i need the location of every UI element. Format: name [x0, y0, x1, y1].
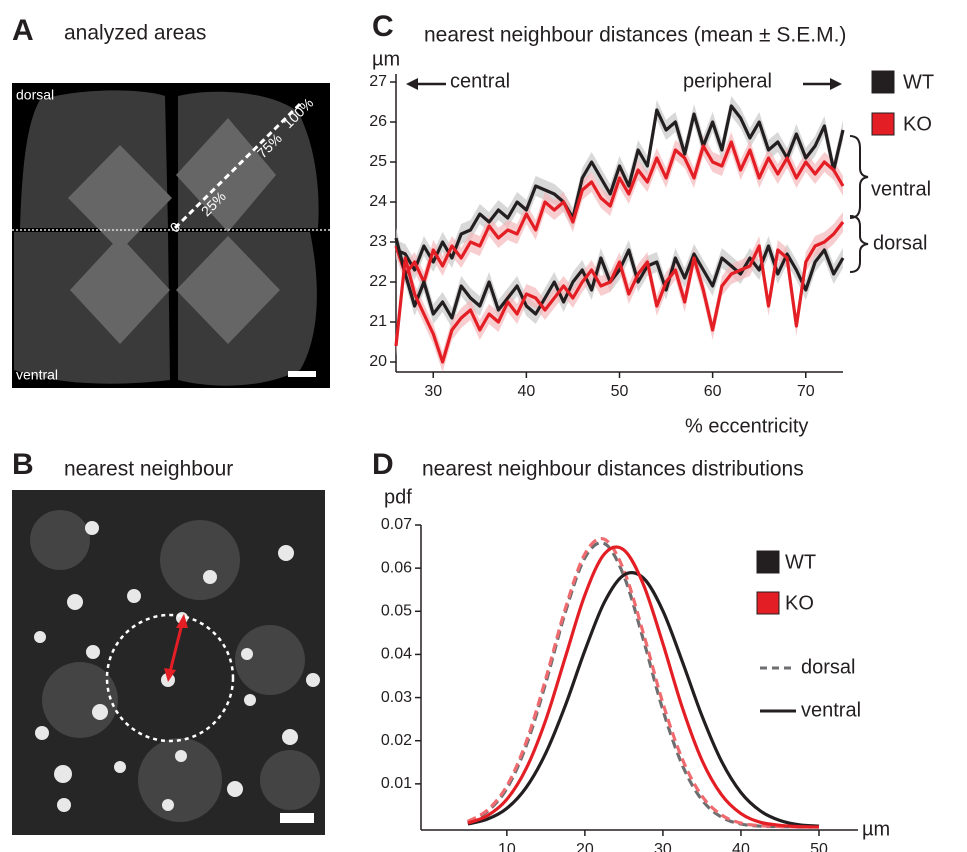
- x-tick-label: 30: [654, 841, 672, 852]
- panel-letter: A: [12, 14, 34, 47]
- x-tick-label: 30: [424, 383, 442, 400]
- retina-image: [12, 83, 330, 388]
- neighbour-image: [12, 490, 325, 835]
- y-tick-label: 27: [369, 73, 387, 90]
- y-tick-label: 21: [369, 313, 387, 330]
- data-line: [467, 571, 820, 828]
- group-label: ventral: [871, 178, 931, 200]
- y-tick-label: 26: [369, 113, 387, 130]
- legend-label: KO: [903, 113, 932, 135]
- image-label: dorsal: [16, 87, 54, 103]
- y-tick-label: 22: [369, 273, 387, 290]
- x-tick-label: 20: [576, 841, 594, 852]
- data-line: [467, 545, 820, 829]
- y-tick-label: 24: [369, 193, 387, 210]
- y-tick-label: 0.06: [381, 559, 412, 576]
- chart-title: nearest neighbour distances (mean ± S.E.…: [424, 24, 846, 47]
- y-tick-label: 0.02: [381, 732, 412, 749]
- legend-swatch: [871, 112, 895, 136]
- panel-title: analyzed areas: [64, 22, 206, 45]
- x-tick-label: 40: [517, 383, 535, 400]
- y-tick-label: 23: [369, 233, 387, 250]
- legend-swatch: [871, 70, 895, 94]
- x-tick-label: 10: [498, 841, 516, 852]
- panel-title: nearest neighbour: [64, 458, 233, 481]
- y-tick-label: 0.03: [381, 689, 412, 706]
- legend-label: ventral: [801, 699, 861, 721]
- legend-label: WT: [785, 551, 816, 573]
- y-tick-label: 25: [369, 153, 387, 170]
- annotation: central: [450, 70, 510, 92]
- panel-letter: C: [372, 10, 394, 43]
- image-label: ventral: [16, 367, 58, 383]
- x-tick-label: 40: [732, 841, 750, 852]
- direction-arrows: [406, 78, 842, 90]
- y-tick-label: 0.07: [381, 516, 412, 533]
- data-line: [394, 221, 845, 364]
- x-tick-label: 50: [611, 383, 629, 400]
- y-tick-label: 0.01: [381, 775, 412, 792]
- panel-letter: B: [12, 448, 34, 481]
- data-line: [394, 237, 845, 320]
- data-line: [467, 536, 820, 829]
- data-line: [395, 104, 845, 272]
- data-line: [394, 140, 845, 284]
- x-tick-label: 60: [704, 383, 722, 400]
- legend-label: dorsal: [801, 656, 855, 678]
- legend-label: KO: [785, 592, 814, 614]
- x-tick-label: 70: [797, 383, 815, 400]
- y-tick-label: 0.05: [381, 603, 412, 620]
- y-unit: µm: [372, 48, 400, 70]
- legend-label: WT: [903, 71, 934, 93]
- legend-swatch: [756, 591, 780, 615]
- x-unit: µm: [862, 818, 890, 840]
- y-tick-label: 20: [369, 353, 387, 370]
- y-tick-label: 0.04: [381, 646, 412, 663]
- annotation: peripheral: [683, 70, 772, 92]
- x-tick-label: 50: [810, 841, 828, 852]
- x-label: % eccentricity: [685, 415, 808, 437]
- y-label: pdf: [384, 486, 412, 508]
- panel-letter: D: [372, 448, 394, 481]
- legend-swatch: [756, 550, 780, 574]
- group-braces: [849, 135, 869, 273]
- chart-title: nearest neighbour distances distribution…: [422, 458, 804, 481]
- group-label: dorsal: [873, 232, 927, 254]
